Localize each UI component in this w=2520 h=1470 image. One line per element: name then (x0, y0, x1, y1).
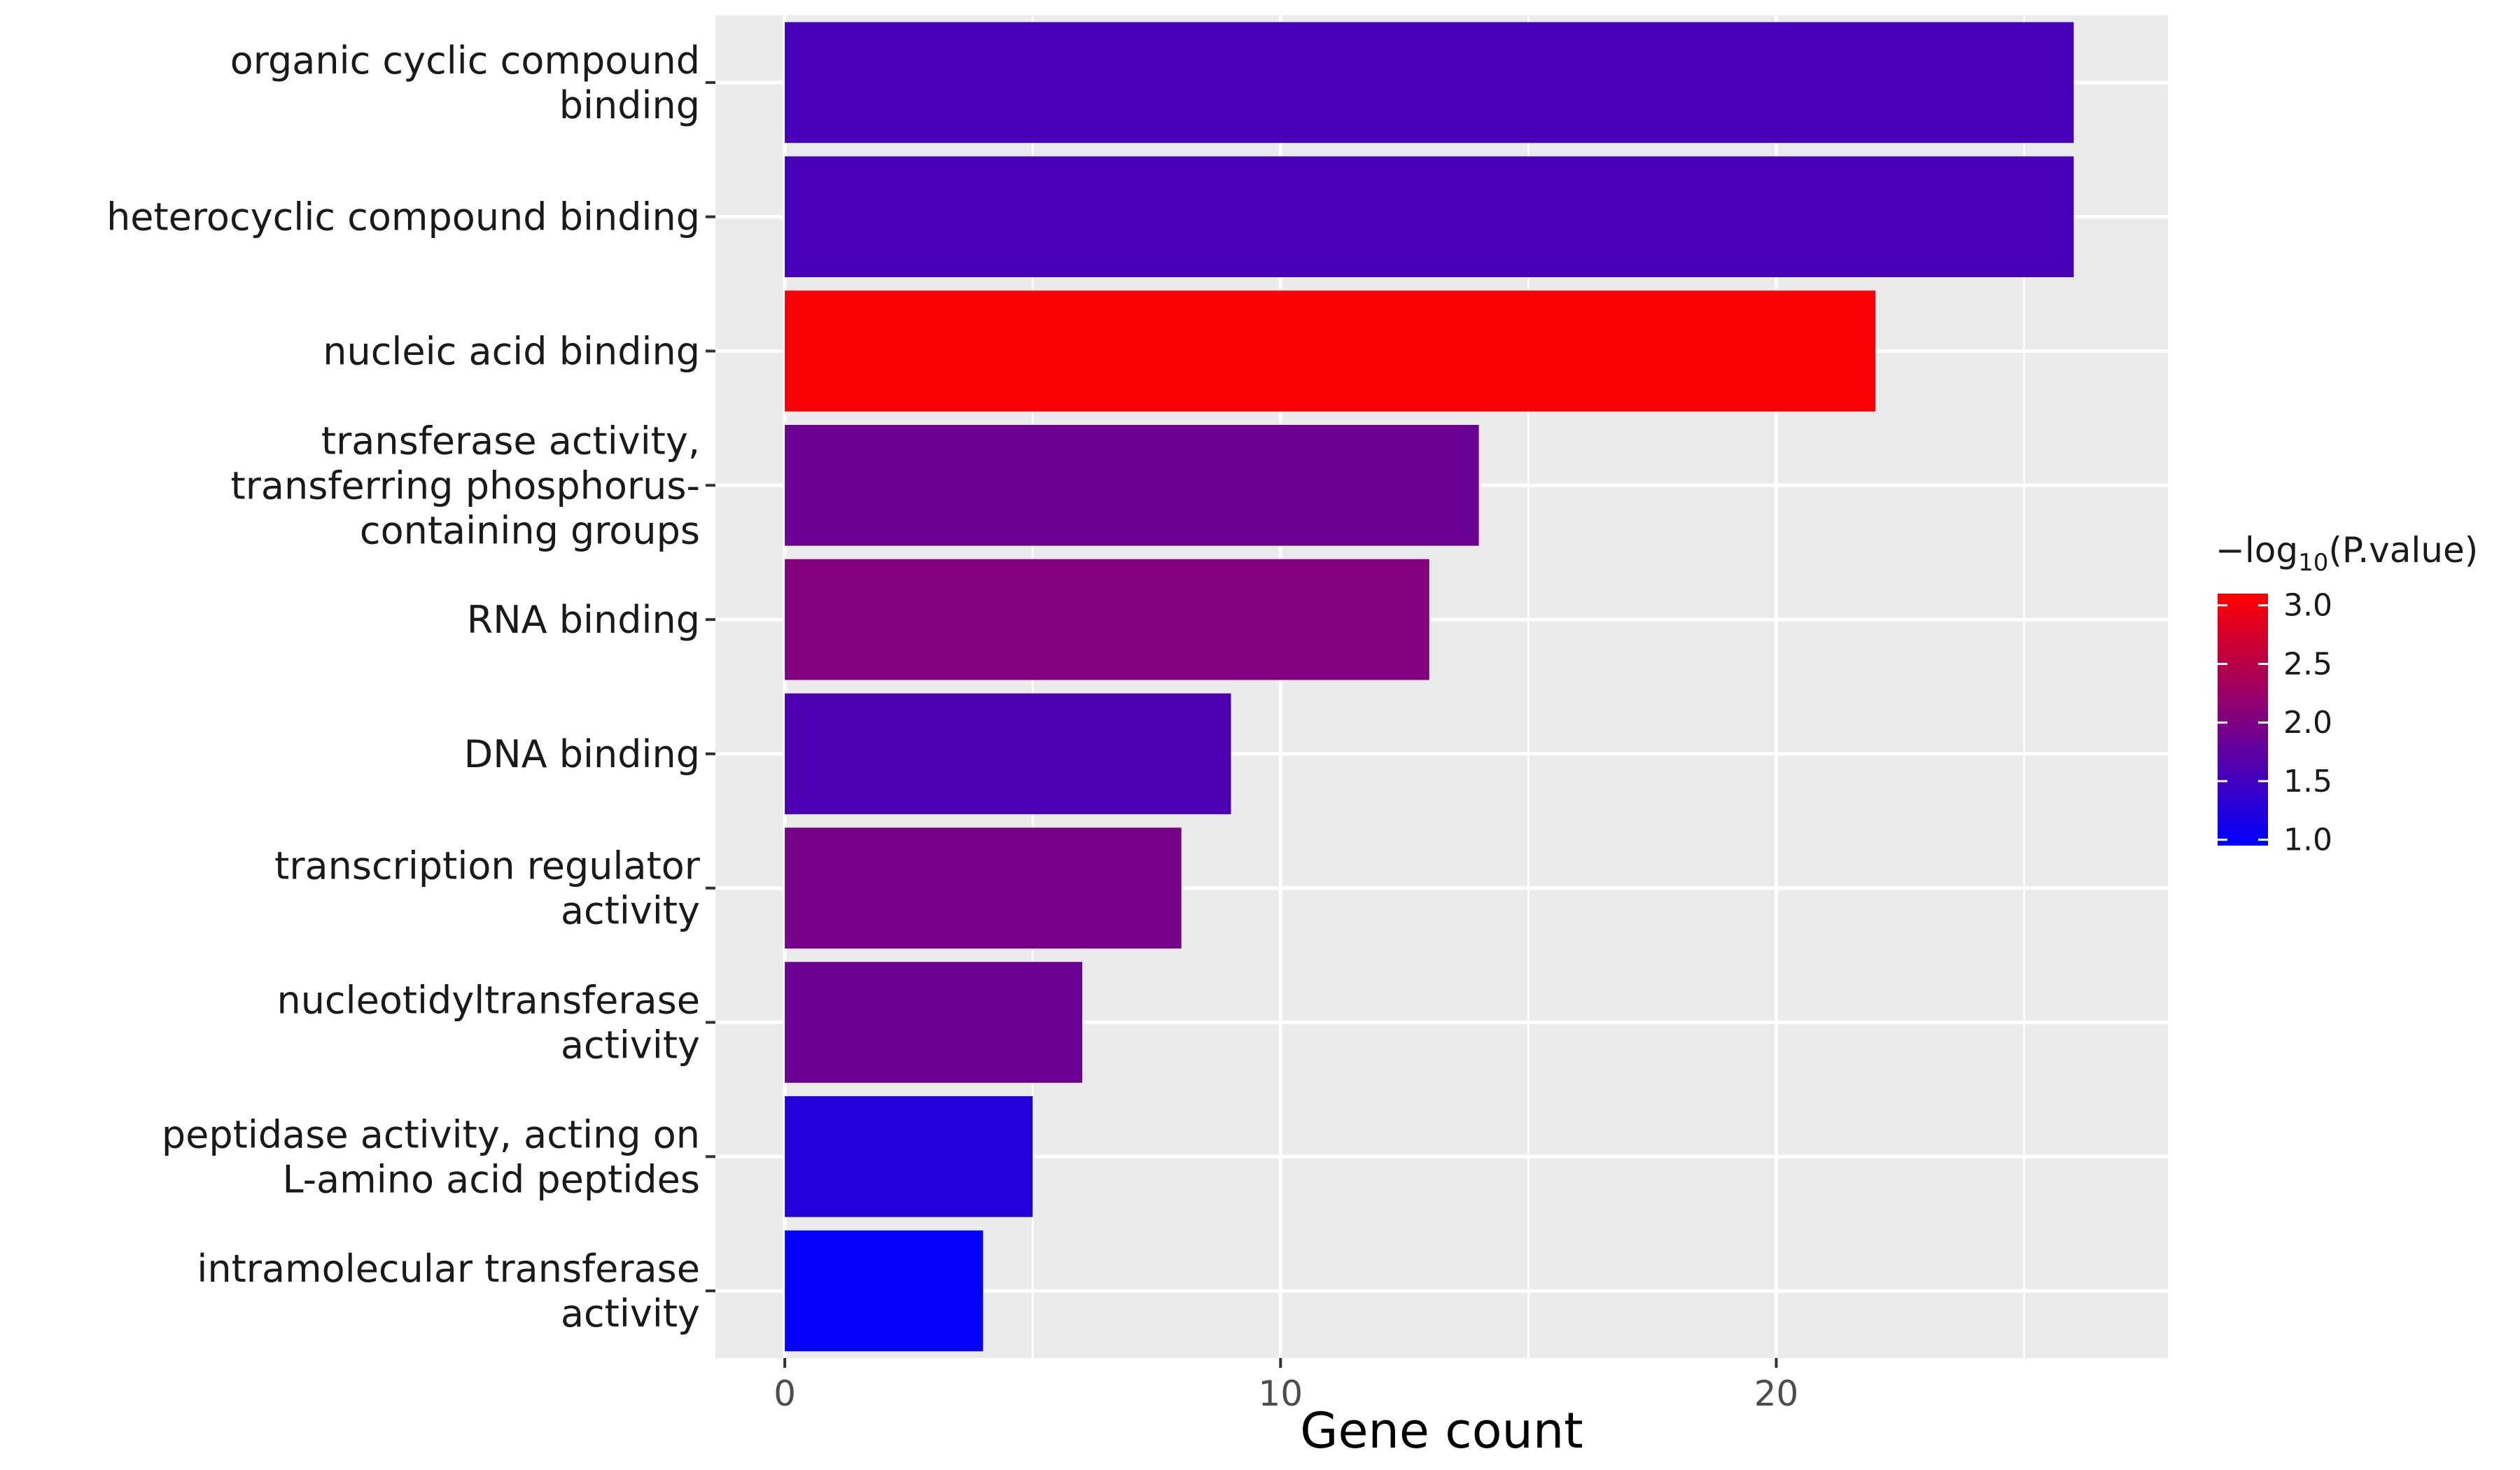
category-label-line: organic cyclic compound (230, 38, 700, 83)
category-label-line: L-amino acid peptides (282, 1157, 700, 1201)
legend-tick-label: 3.0 (2283, 588, 2332, 624)
legend-title: −log10(P.value) (2216, 530, 2478, 577)
legend-tick-label: 1.5 (2283, 764, 2332, 799)
x-axis-title: Gene count (1300, 1402, 1583, 1460)
category-label-line: RNA binding (467, 598, 700, 642)
bar (785, 22, 2074, 144)
category-label: transferase activity, transferring phosph… (231, 419, 700, 552)
x-tick-label: 0 (774, 1373, 796, 1414)
category-label-line: DNA binding (464, 732, 700, 776)
category-label: nucleotidyltransferase activity (276, 979, 700, 1068)
color-bar (2218, 594, 2268, 846)
category-label: DNA binding (464, 732, 700, 776)
category-label-line: nucleotidyltransferase (276, 979, 700, 1023)
legend-title-subscript: 10 (2298, 549, 2328, 577)
legend-title-prefix: −log (2216, 530, 2298, 570)
category-label-line: transferring phosphorus- (231, 463, 700, 507)
bar (785, 962, 1083, 1083)
category-label: peptidase activity, acting on L-amino aci… (162, 1112, 700, 1201)
category-label-line: nucleic acid binding (323, 330, 700, 374)
x-axis: 0 10 20 (774, 1358, 1798, 1414)
bar (785, 559, 1429, 680)
category-label: nucleic acid binding (323, 330, 700, 374)
category-label-line: transferase activity, (321, 419, 700, 463)
category-label: transcription regulator activity (274, 844, 701, 933)
bar (785, 424, 1479, 546)
bar (785, 290, 1876, 412)
x-tick-label: 10 (1259, 1373, 1303, 1414)
category-label-line: intramolecular transferase (197, 1247, 700, 1291)
legend-tick-label: 2.0 (2283, 705, 2332, 741)
legend-title-suffix: (P.value) (2328, 530, 2478, 570)
category-label-line: containing groups (360, 508, 700, 552)
category-label-line: transcription regulator (274, 844, 701, 888)
bar (785, 693, 1231, 815)
legend-tick-label: 2.5 (2283, 646, 2332, 682)
bars (785, 22, 2074, 1352)
color-legend: −log10(P.value) 1.0 1.5 2.0 2.5 3.0 (2216, 530, 2478, 858)
category-label: organic cyclic compound binding (230, 38, 700, 127)
category-label-line: peptidase activity, acting on (162, 1112, 700, 1156)
category-label-line: activity (561, 1023, 700, 1068)
legend-tick-label: 1.0 (2283, 822, 2332, 858)
bar (785, 1096, 1033, 1217)
category-labels: organic cyclic compound binding heterocycl… (106, 38, 715, 1336)
category-label: heterocyclic compound binding (106, 195, 700, 239)
bar (785, 156, 2074, 278)
bar (785, 1230, 983, 1352)
category-label-line: activity (561, 889, 700, 933)
category-label-line: activity (561, 1292, 700, 1336)
bar (785, 827, 1182, 949)
category-label: intramolecular transferase activity (197, 1247, 700, 1336)
x-tick-label: 20 (1754, 1373, 1799, 1414)
category-label-line: binding (559, 83, 700, 127)
legend-ticks: 1.0 1.5 2.0 2.5 3.0 (2218, 588, 2332, 858)
category-label: RNA binding (467, 598, 700, 642)
category-label-line: heterocyclic compound binding (106, 195, 700, 239)
